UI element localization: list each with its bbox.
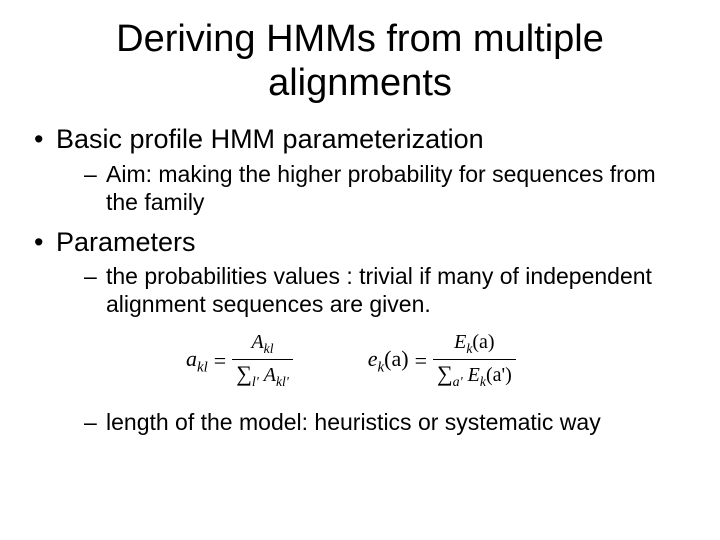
fraction: Ek(a) ∑a' Ek(a') xyxy=(433,332,516,390)
subbullet-text: the probabilities values : trivial if ma… xyxy=(106,263,652,317)
bullet-text: Parameters xyxy=(56,227,196,257)
subbullet-text: length of the model: heuristics or syste… xyxy=(106,409,601,435)
slide: Deriving HMMs from multiple alignments B… xyxy=(0,0,720,540)
bullet-list-level1: Basic profile HMM parameterization Aim: … xyxy=(30,123,690,436)
formula-emission: ek(a) = Ek(a) ∑a' Ek(a') xyxy=(368,332,516,390)
subbullet-aim: Aim: making the higher probability for s… xyxy=(56,160,690,216)
subbullet-prob-values: the probabilities values : trivial if ma… xyxy=(56,262,690,390)
formula-lhs: ek(a) xyxy=(368,346,409,377)
bullet-text: Basic profile HMM parameterization xyxy=(56,124,484,154)
subbullet-length: length of the model: heuristics or syste… xyxy=(56,408,690,436)
denominator: ∑l' Akl' xyxy=(232,359,293,391)
bullet-basic-profile: Basic profile HMM parameterization Aim: … xyxy=(30,123,690,215)
bullet-parameters: Parameters the probabilities values : tr… xyxy=(30,226,690,436)
numerator: Akl xyxy=(247,332,277,358)
numerator: Ek(a) xyxy=(450,332,498,358)
fraction: Akl ∑l' Akl' xyxy=(232,332,293,390)
subbullet-text: Aim: making the higher probability for s… xyxy=(106,161,656,215)
bullet-list-level2: Aim: making the higher probability for s… xyxy=(56,160,690,216)
formula-transition: akl = Akl ∑l' Akl' xyxy=(186,332,293,390)
formula-lhs: akl xyxy=(186,346,208,377)
bullet-list-level2: the probabilities values : trivial if ma… xyxy=(56,262,690,436)
equals-sign: = xyxy=(415,348,427,375)
slide-title: Deriving HMMs from multiple alignments xyxy=(30,18,690,105)
formula-row: akl = Akl ∑l' Akl' ek(a) = Ek(a) xyxy=(186,332,690,390)
equals-sign: = xyxy=(214,348,226,375)
denominator: ∑a' Ek(a') xyxy=(433,359,516,391)
